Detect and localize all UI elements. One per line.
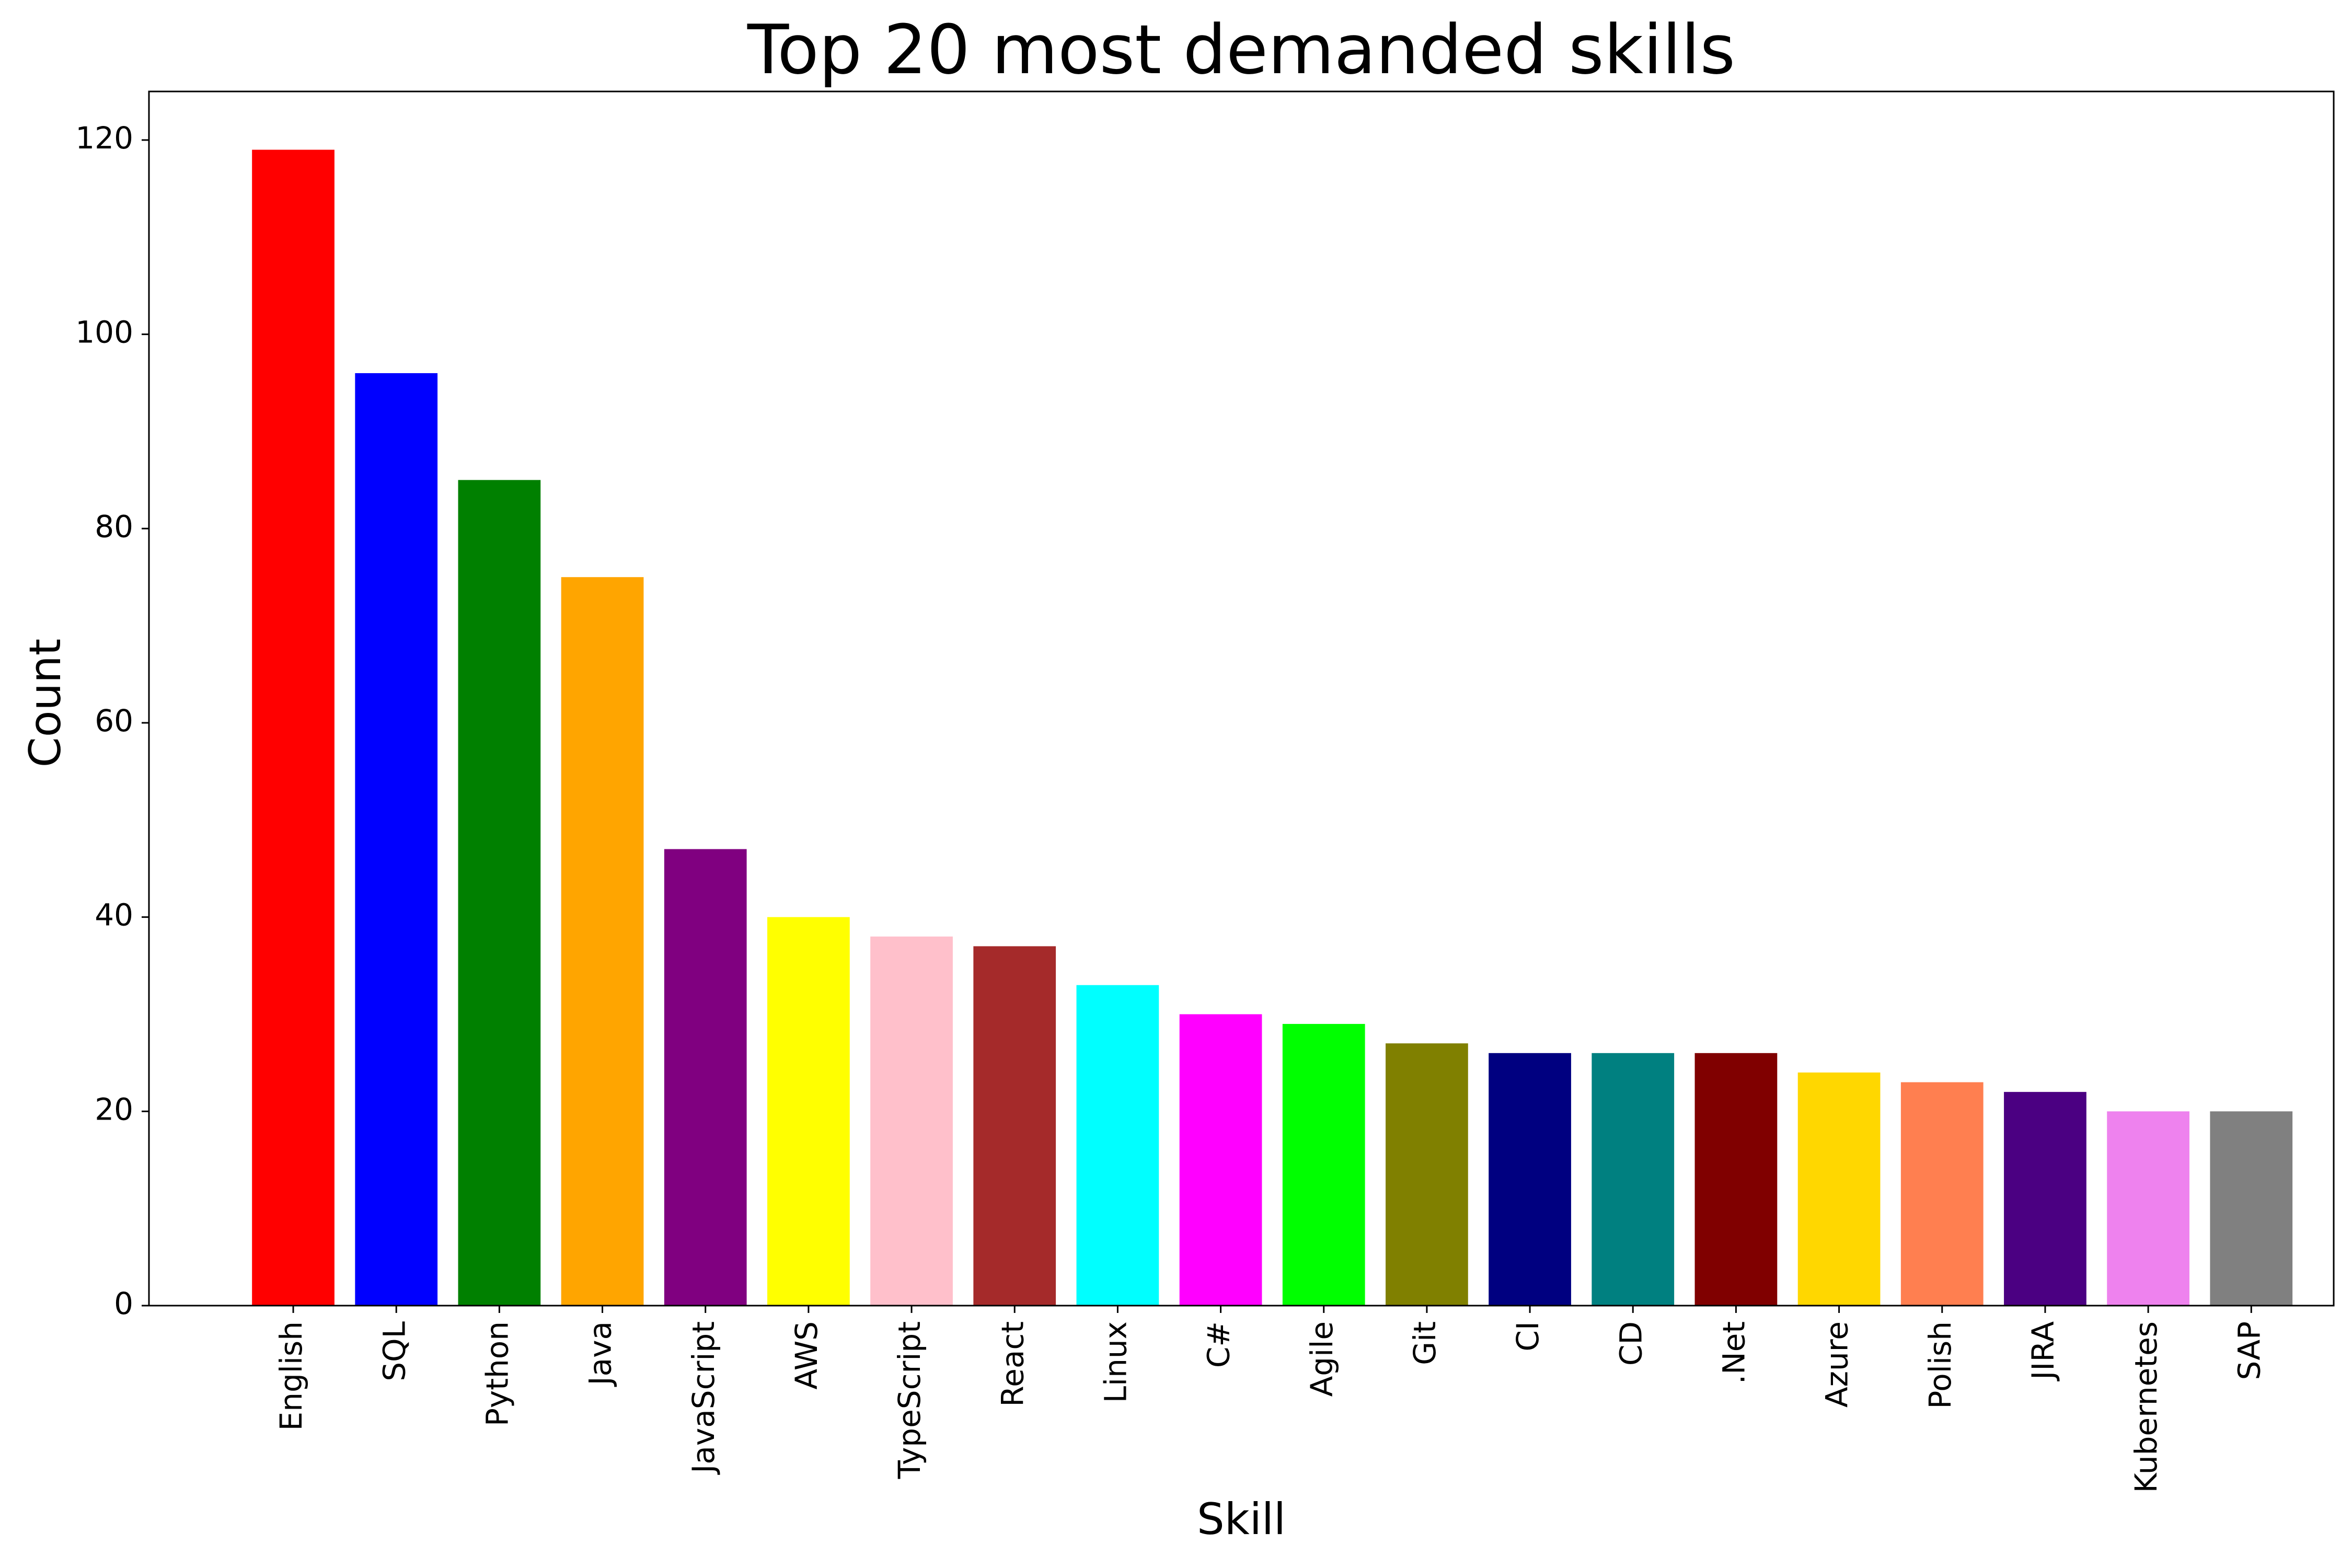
x-tick-label: Python [479, 1321, 515, 1426]
x-axis: English SQL Python Java JavaScript AWS TypeScr… [273, 1306, 2267, 1493]
x-tick-label: SQL [376, 1321, 412, 1381]
x-tick-label: CD [1613, 1321, 1648, 1366]
bar-3 [561, 577, 644, 1306]
x-tick-label: Java [583, 1321, 618, 1387]
x-tick-label: Azure [1819, 1321, 1855, 1408]
y-axis-label: Count [20, 639, 71, 768]
bar-19 [2210, 1111, 2293, 1306]
bar-16 [1900, 1082, 1984, 1306]
x-tick-label: AWS [789, 1321, 824, 1390]
x-tick-label: JavaScript [686, 1321, 721, 1475]
y-tick-label: 20 [95, 1091, 133, 1127]
bar-10 [1282, 1024, 1365, 1306]
x-tick-label: Kubernetes [2128, 1321, 2164, 1493]
y-tick-label: 120 [75, 120, 133, 156]
bar-5 [767, 917, 850, 1306]
x-tick-label: English [273, 1321, 309, 1431]
x-tick-label: Git [1407, 1321, 1443, 1365]
x-tick-label: TypeScript [892, 1321, 927, 1479]
bar-0 [252, 149, 335, 1306]
y-tick-label: 80 [95, 509, 133, 544]
x-tick-label: Linux [1098, 1321, 1134, 1403]
y-tick-label: 60 [95, 703, 133, 739]
x-axis-label: Skill [1197, 1494, 1286, 1544]
bar-2 [458, 480, 541, 1306]
y-tick-label: 40 [95, 897, 133, 933]
bar-9 [1179, 1014, 1262, 1306]
bar-17 [2004, 1092, 2086, 1306]
x-tick-label: SAP [2231, 1321, 2267, 1380]
y-tick-label: 100 [75, 315, 133, 350]
bar-13 [1592, 1053, 1675, 1306]
bar-8 [1076, 985, 1159, 1306]
bar-12 [1489, 1053, 1571, 1306]
chart-title: Top 20 most demanded skills [747, 10, 1735, 89]
x-tick-label: .Net [1716, 1321, 1752, 1384]
bar-14 [1694, 1053, 1778, 1306]
bar-6 [870, 936, 953, 1306]
bar-18 [2107, 1111, 2189, 1306]
y-axis: 0 20 40 60 80 100 120 [75, 120, 149, 1321]
x-tick-label: C# [1201, 1321, 1237, 1368]
x-tick-label: React [995, 1321, 1030, 1407]
bar-7 [973, 946, 1056, 1306]
bar-1 [355, 373, 438, 1306]
x-tick-label: Agile [1304, 1321, 1340, 1397]
x-tick-label: CI [1510, 1321, 1546, 1352]
bar-11 [1386, 1043, 1468, 1306]
y-tick-label: 0 [114, 1286, 133, 1321]
x-tick-label: Polish [1922, 1321, 1958, 1409]
bars-group [252, 149, 2293, 1306]
x-tick-label: JIRA [2025, 1321, 2061, 1381]
plot-area-frame [148, 90, 2335, 1307]
bar-15 [1797, 1072, 1881, 1306]
bar-4 [664, 849, 747, 1306]
